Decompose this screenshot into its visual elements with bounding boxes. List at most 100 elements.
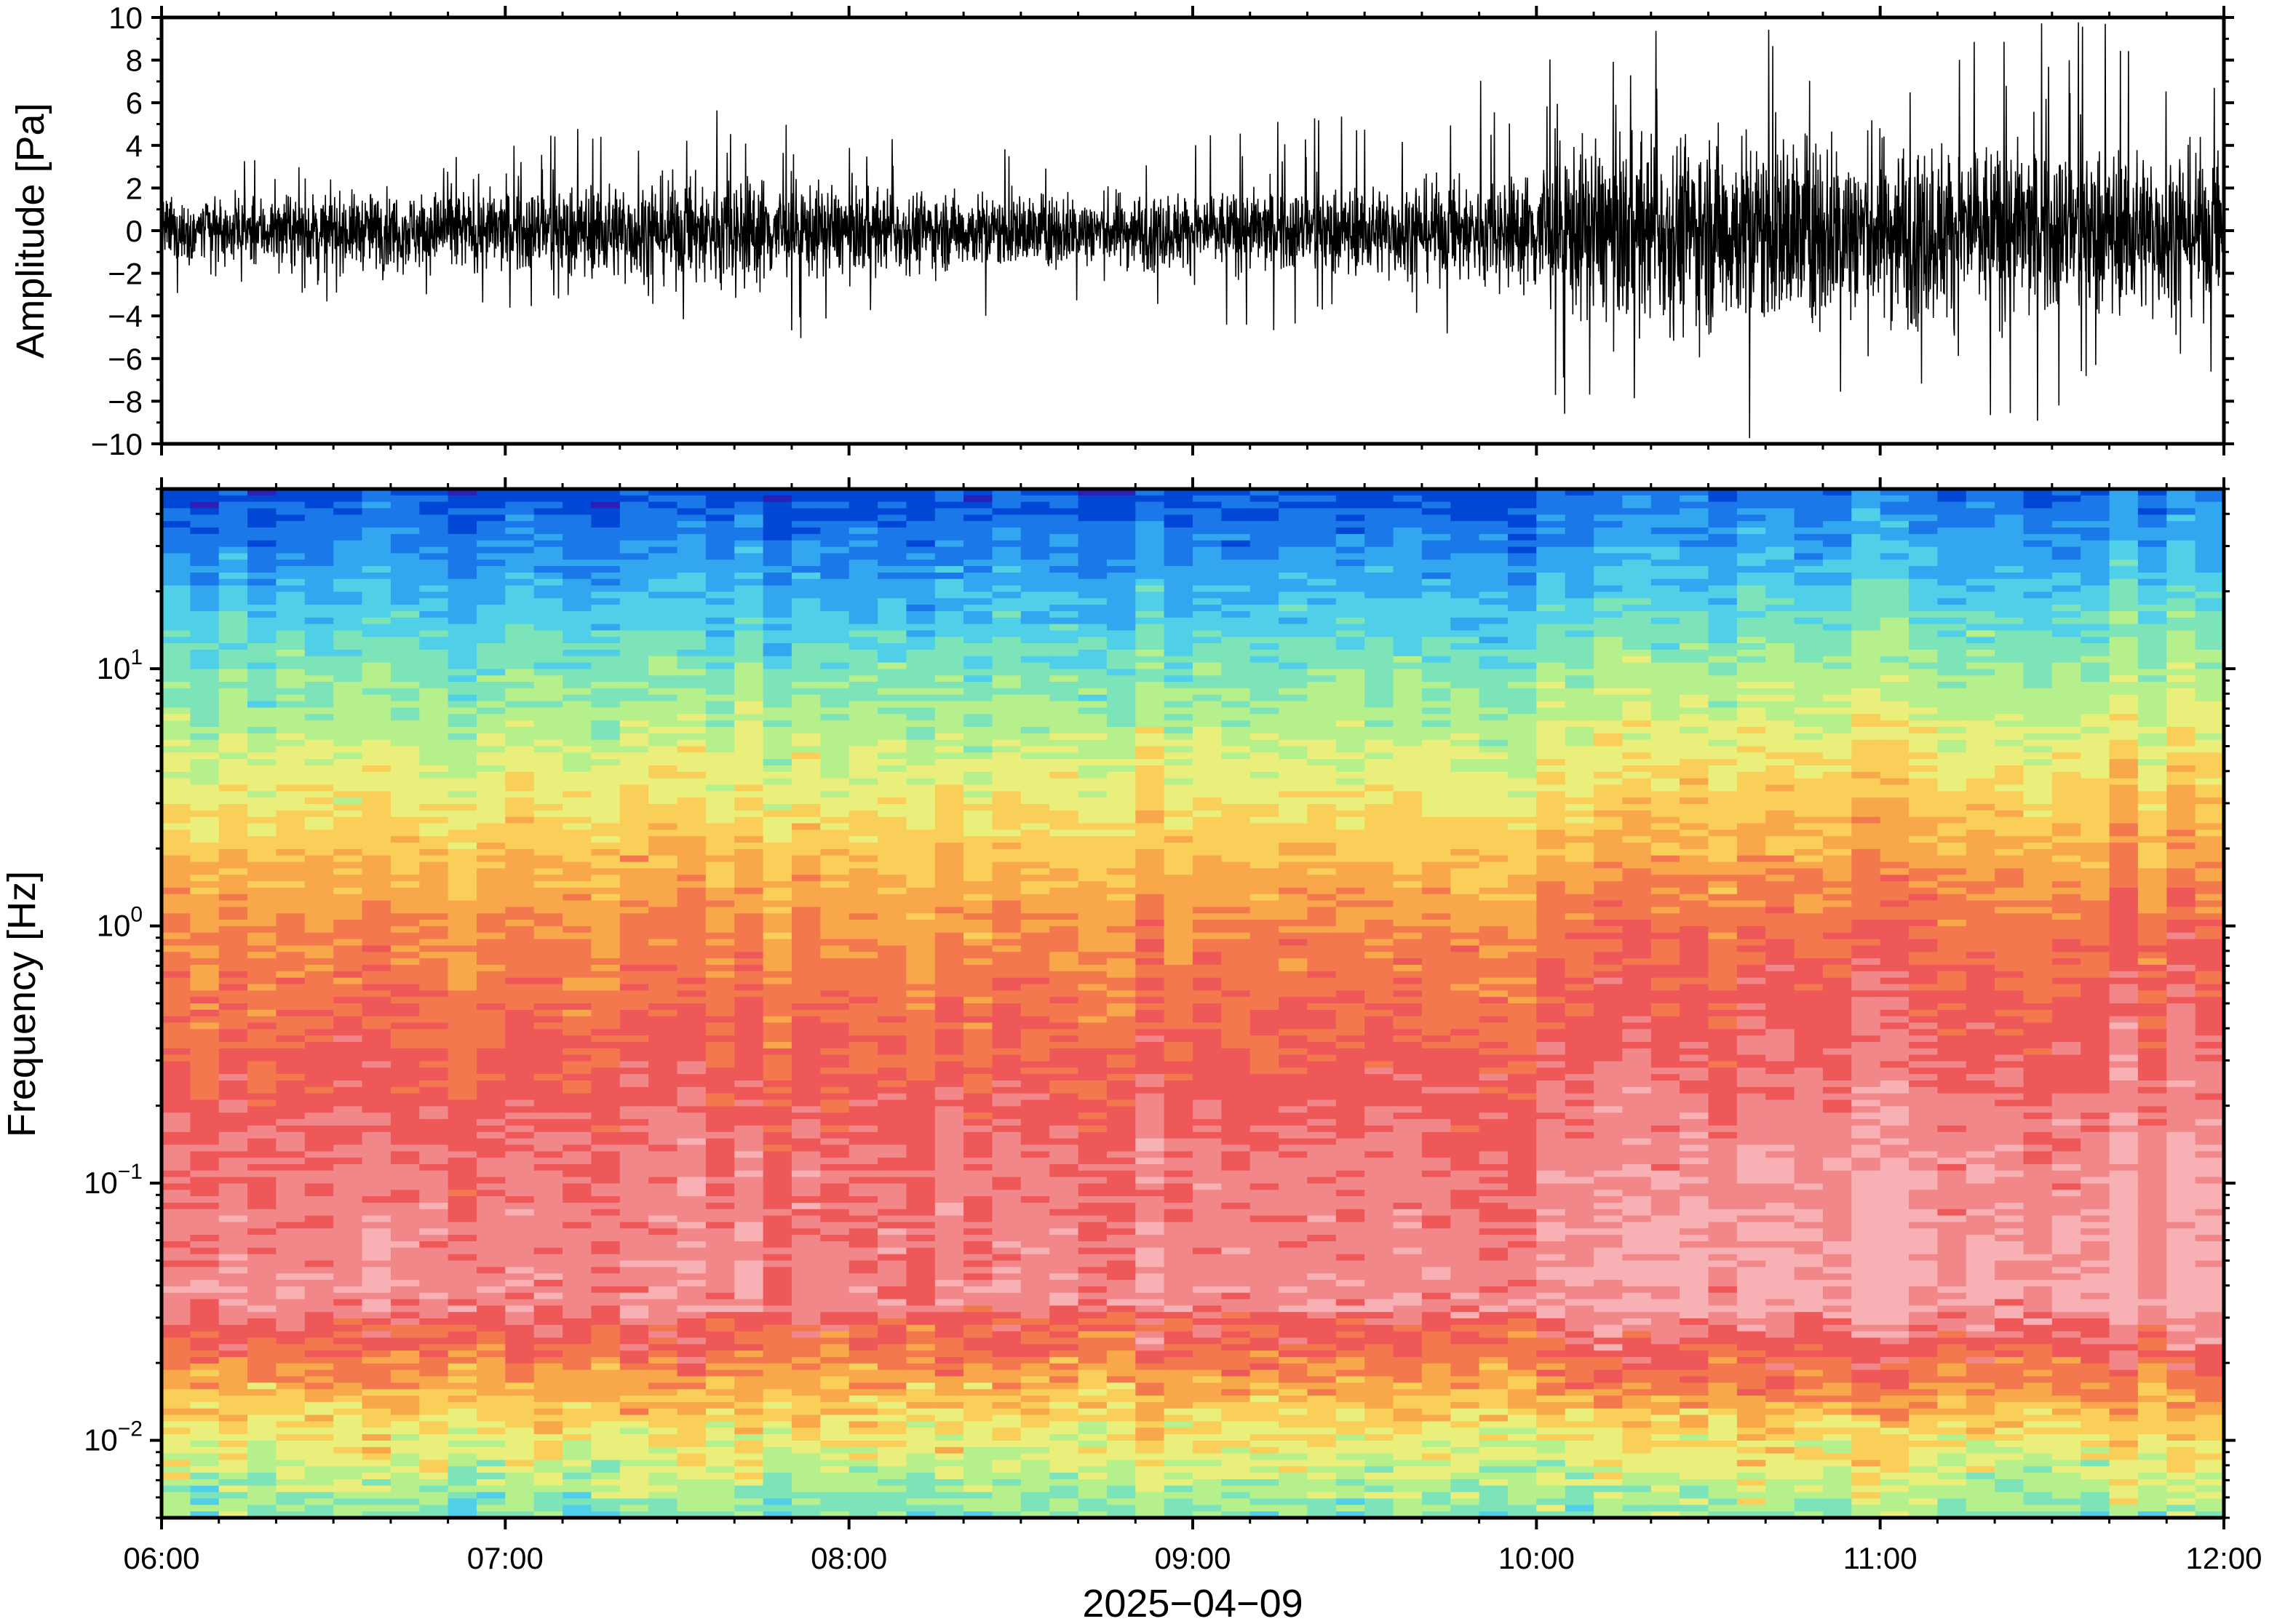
- spectrogram-cell: [1622, 771, 1652, 779]
- spectrogram-cell: [2023, 566, 2053, 573]
- spectrogram-cell: [992, 759, 1022, 766]
- spectrogram-cell: [591, 759, 621, 766]
- spectrogram-cell: [1479, 881, 1509, 888]
- spectrogram-cell: [1909, 881, 1939, 888]
- spectrogram-cell: [2081, 605, 2110, 612]
- spectrogram-cell: [1249, 682, 1279, 689]
- spectrogram-cell: [2081, 669, 2110, 677]
- spectrogram-cell: [1364, 714, 1394, 721]
- spectrogram-cell: [677, 765, 707, 773]
- spectrogram-cell: [677, 521, 707, 528]
- spectrogram-cell: [820, 495, 850, 503]
- spectrogram-cell: [1937, 720, 1967, 728]
- spectrogram-cell: [1508, 566, 1538, 573]
- spectrogram-cell: [1508, 739, 1538, 747]
- spectrogram-cell: [419, 630, 449, 637]
- spectrogram-cell: [2137, 521, 2168, 528]
- spectrogram-cell: [1880, 508, 1910, 516]
- spectrogram-cell: [1736, 605, 1767, 612]
- spectrogram-cell: [2051, 669, 2081, 677]
- spectrogram-cell: [505, 836, 535, 843]
- spectrogram-cell: [1851, 624, 1881, 632]
- spectrogram-cell: [1594, 836, 1624, 843]
- spectrogram-cell: [734, 881, 764, 888]
- spectrogram-cell: [619, 553, 649, 560]
- spectrogram-cell: [2109, 887, 2139, 895]
- spectrogram-cell: [1594, 521, 1624, 528]
- spectrogram-cell: [1193, 521, 1223, 528]
- spectrogram-cell: [563, 682, 592, 689]
- spectrogram-cell: [1364, 514, 1394, 522]
- spectrogram-cell: [878, 501, 907, 509]
- spectrogram-cell: [304, 546, 334, 554]
- spectrogram-cell: [419, 881, 449, 888]
- spectrogram-cell: [1880, 643, 1910, 650]
- spectrogram-cell: [1736, 861, 1767, 869]
- spectrogram-cell: [1135, 624, 1165, 632]
- spectrogram-cell: [591, 553, 621, 560]
- spectrogram-cell: [2081, 913, 2110, 920]
- spectrogram-cell: [1106, 501, 1137, 509]
- spectrogram-cell: [1622, 630, 1652, 637]
- spectrogram-cell: [1995, 598, 2024, 605]
- spectrogram-cell: [1565, 784, 1594, 792]
- spectrogram-cell: [2137, 765, 2168, 773]
- spectrogram-cell: [1049, 585, 1079, 593]
- spectrogram-cell: [1995, 528, 2024, 535]
- spectrogram-cell: [2195, 759, 2224, 766]
- spectrogram-cell: [1708, 759, 1738, 766]
- spectrogram-cell: [849, 707, 878, 715]
- spectrogram-cell: [1307, 778, 1337, 786]
- spectrogram-cell: [1880, 727, 1910, 734]
- spectrogram-cell: [1966, 682, 1995, 689]
- spectrogram-cell: [734, 682, 764, 689]
- spectrogram-cell: [2109, 759, 2139, 766]
- spectrogram-cell: [677, 489, 707, 496]
- spectrogram-cell: [734, 592, 764, 599]
- spectrogram-cell: [1909, 572, 1939, 580]
- spectrogram-cell: [1164, 746, 1193, 754]
- spectrogram-cell: [1221, 566, 1251, 573]
- spectrogram-cell: [1221, 540, 1251, 548]
- spectrogram-cell: [1049, 605, 1079, 612]
- spectrogram-cell: [2137, 489, 2168, 496]
- spectrogram-cell: [734, 823, 764, 831]
- spectrogram-cell: [247, 521, 277, 528]
- spectrogram-cell: [1393, 823, 1423, 831]
- spectrogram-cell: [1508, 855, 1538, 863]
- spectrogram-cell: [2109, 771, 2139, 779]
- spectrogram-cell: [304, 881, 334, 888]
- spectrogram-cell: [1680, 720, 1709, 728]
- spectrogram-cell: [1249, 598, 1279, 605]
- spectrogram-cell: [849, 784, 878, 792]
- spectrogram-cell: [1106, 694, 1137, 702]
- spectrogram-cell: [304, 778, 334, 786]
- spectrogram-cell: [1078, 675, 1108, 682]
- spectrogram-cell: [1508, 810, 1538, 818]
- spectrogram-cell: [648, 637, 678, 644]
- spectrogram-cell: [705, 727, 736, 734]
- spectrogram-cell: [1880, 694, 1910, 702]
- spectrogram-cell: [448, 893, 477, 901]
- spectrogram-cell: [820, 605, 850, 612]
- spectrogram-cell: [1565, 572, 1594, 580]
- spectrogram-cell: [190, 759, 220, 766]
- spectrogram-cell: [563, 893, 592, 901]
- spectrogram-cell: [1565, 637, 1594, 644]
- spectrogram-cell: [1880, 605, 1910, 612]
- spectrogram-cell: [563, 643, 592, 650]
- spectrogram-cell: [734, 688, 764, 696]
- spectrogram-cell: [791, 843, 822, 850]
- spectrogram-cell: [2109, 566, 2139, 573]
- spectrogram-cell: [1135, 875, 1165, 882]
- spectrogram-cell: [1794, 816, 1824, 824]
- spectrogram-cell: [1335, 566, 1365, 573]
- spectrogram-cell: [304, 495, 334, 503]
- spectrogram-cell: [992, 578, 1022, 586]
- spectrogram-cell: [1937, 707, 1967, 715]
- spectrogram-cell: [1106, 727, 1137, 734]
- spectrogram-cell: [1335, 707, 1365, 715]
- spectrogram-cell: [1135, 848, 1165, 856]
- spectrogram-cell: [705, 881, 736, 888]
- spectrogram-cell: [820, 829, 850, 837]
